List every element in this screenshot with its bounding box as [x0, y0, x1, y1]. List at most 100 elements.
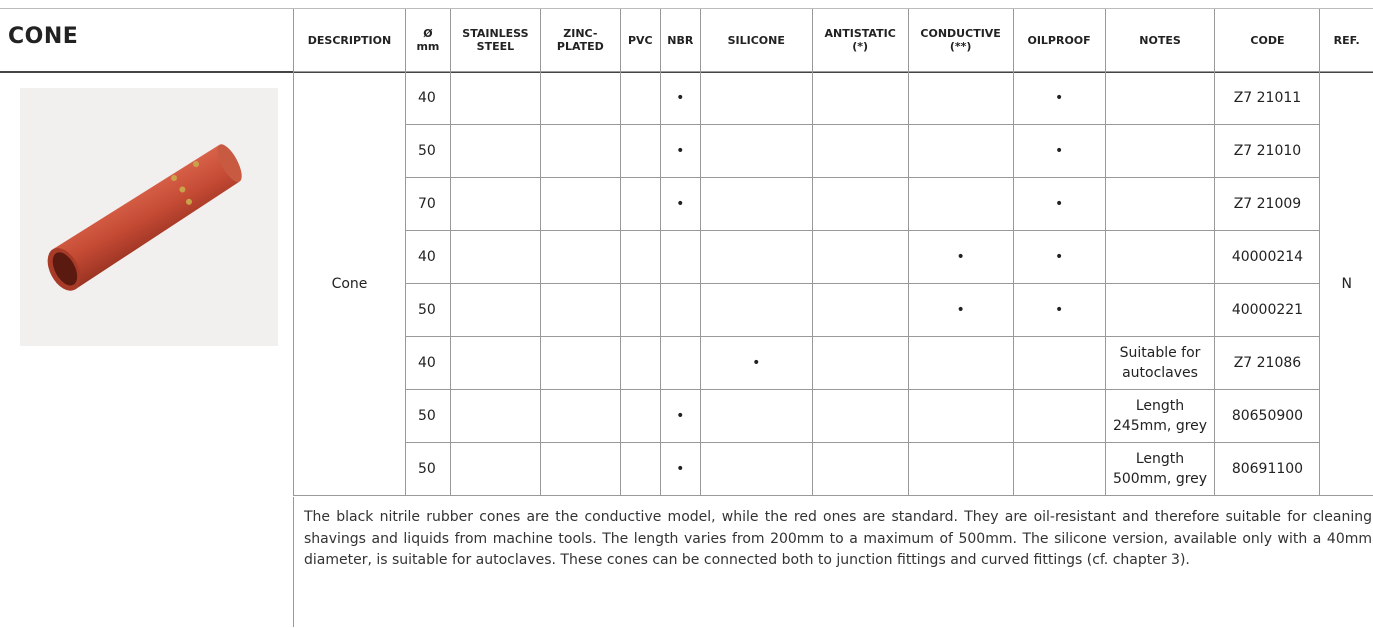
conductive-cell: • — [907, 230, 1014, 284]
code-cell: 40000221 — [1214, 283, 1321, 337]
stainless-cell — [449, 177, 541, 231]
diameter-cell: 50 — [404, 389, 451, 443]
stainless-cell — [449, 230, 541, 284]
nbr-cell: • — [659, 389, 701, 443]
silicone-cell — [699, 71, 813, 125]
diameter-cell: 40 — [404, 336, 451, 390]
oilproof-cell — [1012, 442, 1106, 496]
table-row: 50 • Length 500mm, grey 80691100 — [294, 442, 1373, 496]
diameter-cell: 50 — [404, 442, 451, 496]
oilproof-cell: • — [1012, 230, 1106, 284]
nbr-cell: • — [659, 177, 701, 231]
code-cell: Z7 21009 — [1214, 177, 1321, 231]
header-row: DESCRIPTION Ø mm STAINLESS STEEL ZINC- PLAT… — [293, 9, 1373, 72]
conductive-cell — [907, 177, 1014, 231]
antistatic-cell — [811, 230, 909, 284]
conductive-cell — [907, 124, 1014, 178]
diameter-cell: 40 — [404, 230, 451, 284]
antistatic-cell — [811, 336, 909, 390]
stainless-cell — [449, 389, 541, 443]
nbr-cell: • — [659, 442, 701, 496]
column-header: STAINLESS STEEL — [449, 9, 541, 72]
section-title: CONE — [8, 24, 79, 49]
antistatic-cell — [811, 442, 909, 496]
column-header: ZINC- PLATED — [539, 9, 621, 72]
stainless-cell — [449, 336, 541, 390]
pvc-cell — [619, 389, 661, 443]
pvc-cell — [619, 336, 661, 390]
pvc-cell — [619, 71, 661, 125]
column-header: SILICONE — [699, 9, 813, 72]
stainless-cell — [449, 71, 541, 125]
column-header: REF. — [1319, 9, 1373, 72]
diameter-cell: 50 — [404, 124, 451, 178]
description-note: The black nitrile rubber cones are the c… — [293, 497, 1372, 627]
column-header: NBR — [659, 9, 701, 72]
zinc-cell — [539, 177, 621, 231]
table-row: 50 • • Z7 21010 — [294, 124, 1373, 178]
silicone-cell: • — [699, 336, 813, 390]
conductive-cell — [907, 389, 1014, 443]
diameter-cell: 50 — [404, 283, 451, 337]
nbr-cell — [659, 336, 701, 390]
column-header: CODE — [1214, 9, 1320, 72]
code-cell: Z7 21011 — [1214, 71, 1321, 125]
pvc-cell — [619, 124, 661, 178]
conductive-cell — [907, 442, 1014, 496]
table-row: 50 • Length 245mm, grey 80650900 — [294, 389, 1373, 443]
zinc-cell — [539, 71, 621, 125]
nbr-cell — [659, 283, 701, 337]
oilproof-cell: • — [1012, 124, 1106, 178]
silicone-cell — [699, 442, 813, 496]
diameter-cell: 40 — [404, 71, 451, 125]
notes-cell — [1104, 71, 1216, 125]
silicone-cell — [699, 283, 813, 337]
conductive-cell: • — [907, 283, 1014, 337]
table-row: 40 • • 40000214 — [294, 230, 1373, 284]
nbr-cell — [659, 230, 701, 284]
oilproof-cell: • — [1012, 71, 1106, 125]
notes-cell — [1104, 177, 1216, 231]
antistatic-cell — [811, 124, 909, 178]
nbr-cell: • — [659, 124, 701, 178]
pvc-cell — [619, 283, 661, 337]
antistatic-cell — [811, 283, 909, 337]
oilproof-cell: • — [1012, 177, 1106, 231]
table-row: 70 • • Z7 21009 — [294, 177, 1373, 231]
code-cell: Z7 21010 — [1214, 124, 1321, 178]
notes-cell — [1104, 283, 1216, 337]
notes-cell: Suitable for autoclaves — [1104, 336, 1216, 390]
notes-cell — [1104, 124, 1216, 178]
zinc-cell — [539, 389, 621, 443]
pvc-cell — [619, 177, 661, 231]
zinc-cell — [539, 442, 621, 496]
silicone-cell — [699, 230, 813, 284]
zinc-cell — [539, 124, 621, 178]
oilproof-cell — [1012, 336, 1106, 390]
stainless-cell — [449, 283, 541, 337]
description-cell: Cone — [293, 71, 406, 496]
ref-cell: N — [1319, 71, 1373, 496]
product-image — [20, 88, 278, 346]
notes-cell: Length 245mm, grey — [1104, 389, 1216, 443]
notes-cell — [1104, 230, 1216, 284]
column-header: DESCRIPTION — [293, 9, 406, 72]
pvc-cell — [619, 442, 661, 496]
column-header: PVC — [619, 9, 661, 72]
oilproof-cell: • — [1012, 283, 1106, 337]
column-header: OILPROOF — [1012, 9, 1106, 72]
conductive-cell — [907, 71, 1014, 125]
oilproof-cell — [1012, 389, 1106, 443]
zinc-cell — [539, 336, 621, 390]
zinc-cell — [539, 230, 621, 284]
stainless-cell — [449, 124, 541, 178]
zinc-cell — [539, 283, 621, 337]
notes-cell: Length 500mm, grey — [1104, 442, 1216, 496]
code-cell: Z7 21086 — [1214, 336, 1321, 390]
table-row: 40 • Suitable for autoclaves Z7 21086 — [294, 336, 1373, 390]
code-cell: 80691100 — [1214, 442, 1321, 496]
pvc-cell — [619, 230, 661, 284]
conductive-cell — [907, 336, 1014, 390]
column-header: ANTISTATIC (*) — [811, 9, 909, 72]
